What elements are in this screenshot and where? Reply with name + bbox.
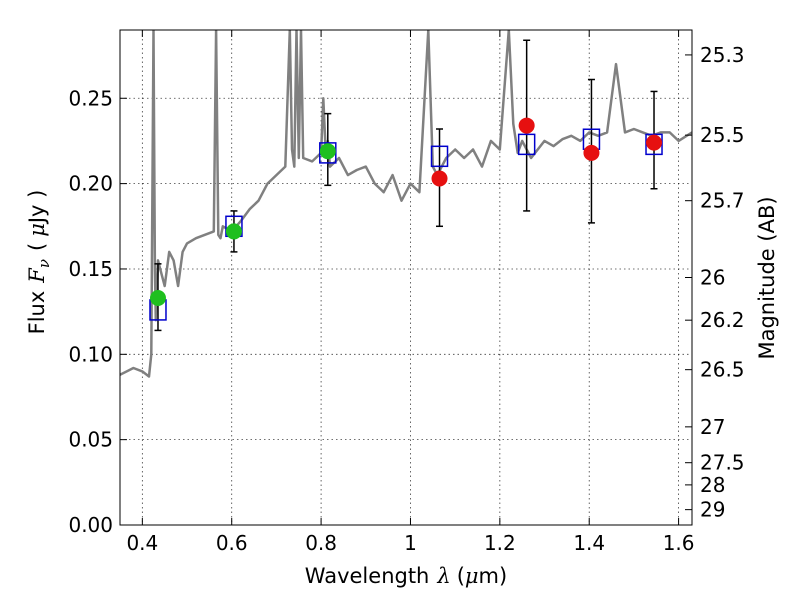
- x-tick-label: 1: [404, 531, 417, 555]
- x-axis-title-unit-rest: m): [479, 564, 508, 588]
- x-tick-label: 0.4: [126, 531, 158, 555]
- x-axis-title: Wavelength λ (μm): [305, 564, 507, 588]
- y2-axis-title: Magnitude (AB): [755, 196, 779, 359]
- y-tick-label: 0.10: [68, 342, 113, 366]
- observed-point-green: [319, 143, 336, 160]
- x-axis-title-text: Wavelength: [305, 564, 430, 588]
- mag-tick-label: 26: [700, 266, 725, 290]
- x-axis-title-unit-open: (: [457, 564, 465, 588]
- x-tick-label: 1.6: [663, 531, 695, 555]
- observed-point-green: [149, 289, 166, 306]
- y-tick-label: 0.15: [68, 257, 113, 281]
- axis-ticks: 0.4 0.6 0.8 1 1.2 1.4 1.6 0.00 0.05 0.10 0.15 0.20 0…: [68, 30, 745, 555]
- model-point: [645, 133, 663, 156]
- y-axis-title: Flux Fν ( μJy ): [25, 190, 53, 335]
- mag-tick-label: 25.5: [700, 123, 745, 147]
- y-tick-label: 0.20: [68, 172, 113, 196]
- observed-point-red: [518, 117, 535, 134]
- mag-tick-label: 26.2: [700, 308, 745, 332]
- x-tick-label: 1.2: [484, 531, 516, 555]
- y-tick-label: 0.25: [68, 86, 113, 110]
- observed-point-red: [431, 170, 448, 187]
- mag-tick-label: 26.5: [700, 358, 745, 382]
- mag-tick-label: 29: [700, 498, 725, 522]
- y-axis-title-unit-open: (: [25, 243, 49, 251]
- y-tick-label: 0.00: [68, 513, 113, 537]
- mag-tick-label: 25.3: [700, 43, 745, 67]
- x-axis-title-symbol: λ: [436, 564, 450, 588]
- x-tick-label: 1.4: [573, 531, 605, 555]
- plot-frame: [119, 29, 693, 526]
- y-axis-title-unit-mu: μ: [25, 223, 49, 237]
- model-point: [319, 142, 337, 164]
- mag-tick-label: 27.5: [700, 451, 745, 475]
- observed-point-green: [225, 223, 242, 240]
- observed-point-red: [646, 134, 663, 151]
- mag-tick-label: 28: [700, 473, 725, 497]
- model-point: [517, 133, 536, 156]
- observed-point-red: [583, 144, 600, 161]
- model-point: [430, 145, 449, 168]
- grid: [120, 30, 692, 526]
- y-axis-title-subscript: ν: [35, 259, 53, 268]
- x-axis-title-unit-mu: μ: [465, 564, 479, 588]
- spectrum-line: [120, 30, 692, 378]
- plot-area: [120, 30, 692, 378]
- y-tick-label: 0.05: [68, 428, 113, 452]
- x-tick-label: 0.8: [305, 531, 337, 555]
- y-axis-title-unit-rest: Jy ): [25, 190, 49, 226]
- y-axis-title-symbol: F: [25, 267, 49, 284]
- x-tick-label: 0.6: [216, 531, 248, 555]
- mag-tick-label: 27: [700, 415, 725, 439]
- y-axis-title-text: Flux: [25, 291, 49, 335]
- mag-tick-label: 25.7: [700, 189, 745, 213]
